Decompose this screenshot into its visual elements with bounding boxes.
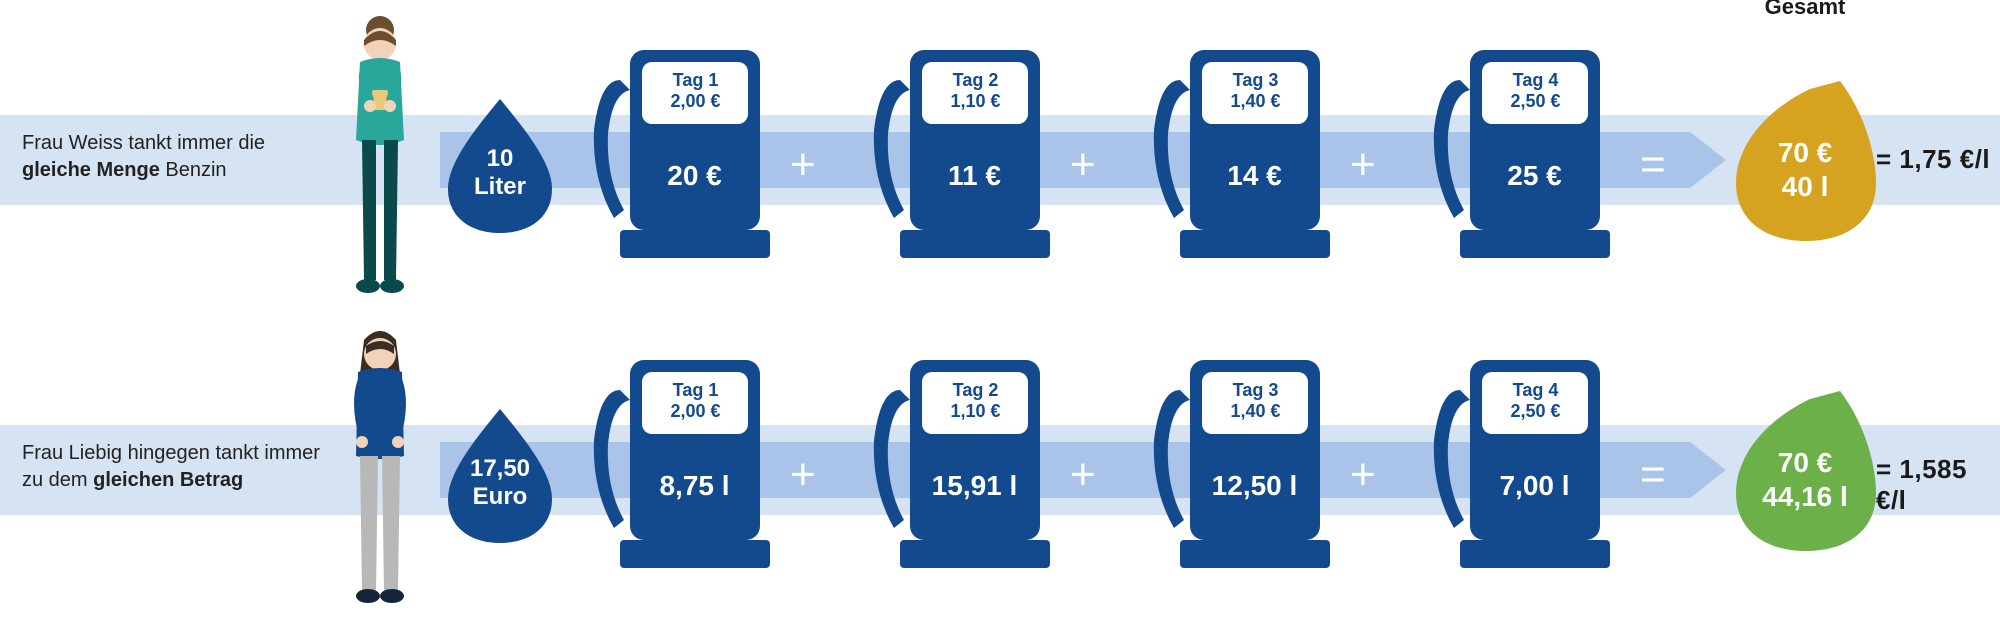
final-rate: = 1,585 €/l — [1876, 454, 2000, 516]
pump-icon: Tag 21,10 € 15,91 l — [870, 360, 1050, 570]
result-line1: 70 € — [1730, 447, 1880, 479]
pump-day: Tag 12,00 € — [648, 70, 743, 111]
drop-line2: Liter — [440, 173, 560, 201]
pump-amount: 8,75 l — [632, 470, 757, 502]
pump-icon: Tag 42,50 € 7,00 l — [1430, 360, 1610, 570]
pump-day: Tag 31,40 € — [1208, 380, 1303, 421]
pump-amount: 12,50 l — [1192, 470, 1317, 502]
pump-day: Tag 21,10 € — [928, 380, 1023, 421]
pump-amount: 14 € — [1192, 160, 1317, 192]
person-liebig-icon — [330, 320, 430, 610]
description: Frau Weiss tankt immer die gleiche Menge… — [22, 130, 322, 184]
gesamt-label: Gesamt — [1740, 0, 1870, 20]
description: Frau Liebig hingegen tankt immer zu dem … — [22, 440, 322, 494]
plus-icon: + — [1350, 450, 1376, 500]
pump-day: Tag 21,10 € — [928, 70, 1023, 111]
final-rate: = 1,75 €/l — [1876, 144, 1990, 175]
pump-icon: Tag 21,10 € 11 € — [870, 50, 1050, 260]
arrow-head-icon — [1690, 442, 1726, 498]
pump-day: Tag 12,00 € — [648, 380, 743, 421]
result-line2: 40 l — [1730, 171, 1880, 203]
pump-icon: Tag 12,00 € 8,75 l — [590, 360, 770, 570]
input-drop: 17,50 Euro — [440, 405, 560, 545]
drop-line1: 17,50 — [440, 455, 560, 483]
desc-bold: gleichen Betrag — [93, 469, 243, 491]
result-drop: 70 € 44,16 l — [1730, 385, 1880, 555]
desc-pre: Frau Weiss tankt immer die — [22, 132, 265, 154]
plus-icon: + — [790, 140, 816, 190]
drop-line1: 10 — [440, 145, 560, 173]
pump-amount: 11 € — [912, 160, 1037, 192]
result-line2: 44,16 l — [1730, 481, 1880, 513]
pump-amount: 25 € — [1472, 160, 1597, 192]
result-drop: 70 € 40 l — [1730, 75, 1880, 245]
row-liebig: Frau Liebig hingegen tankt immer zu dem … — [0, 310, 2000, 620]
pump-amount: 20 € — [632, 160, 757, 192]
pump-day: Tag 42,50 € — [1488, 380, 1583, 421]
drop-line2: Euro — [440, 483, 560, 511]
pump-icon: Tag 12,00 € 20 € — [590, 50, 770, 260]
desc-post: Benzin — [160, 159, 227, 181]
plus-icon: + — [790, 450, 816, 500]
input-drop: 10 Liter — [440, 95, 560, 235]
pump-amount: 15,91 l — [912, 470, 1037, 502]
equals-icon: = — [1640, 450, 1666, 500]
pump-day: Tag 31,40 € — [1208, 70, 1303, 111]
result-line1: 70 € — [1730, 137, 1880, 169]
pump-icon: Tag 31,40 € 14 € — [1150, 50, 1330, 260]
plus-icon: + — [1350, 140, 1376, 190]
plus-icon: + — [1070, 450, 1096, 500]
desc-bold: gleiche Menge — [22, 159, 160, 181]
pump-icon: Tag 31,40 € 12,50 l — [1150, 360, 1330, 570]
plus-icon: + — [1070, 140, 1096, 190]
arrow-head-icon — [1690, 132, 1726, 188]
pump-icon: Tag 42,50 € 25 € — [1430, 50, 1610, 260]
row-weiss: Frau Weiss tankt immer die gleiche Menge… — [0, 0, 2000, 310]
person-weiss-icon — [330, 10, 430, 300]
pump-amount: 7,00 l — [1472, 470, 1597, 502]
pump-day: Tag 42,50 € — [1488, 70, 1583, 111]
equals-icon: = — [1640, 140, 1666, 190]
